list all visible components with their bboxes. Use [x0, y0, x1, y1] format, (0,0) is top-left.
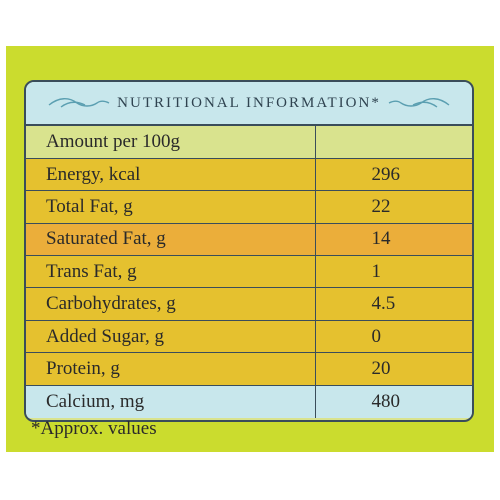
nutrient-label: Total Fat, g	[26, 190, 316, 224]
nutrient-value: 0	[315, 320, 472, 354]
nutrition-table: Amount per 100g Energy, kcal 296 Total Fat,…	[26, 126, 472, 418]
table-title: NUTRITIONAL INFORMATION*	[117, 94, 381, 111]
nutrient-value: 14	[315, 223, 472, 257]
nutrient-value	[315, 126, 472, 159]
nutrient-value: 22	[315, 190, 472, 224]
nutrient-value: 1	[315, 255, 472, 289]
nutrient-label: Amount per 100g	[26, 126, 316, 159]
nutrient-label: Saturated Fat, g	[26, 223, 316, 257]
nutrient-label: Protein, g	[26, 352, 316, 386]
nutrient-value: 480	[371, 390, 401, 412]
nutrient-label: Added Sugar, g	[26, 320, 316, 354]
nutrient-value: 296	[315, 158, 472, 192]
table-row: Total Fat, g 22	[26, 190, 472, 224]
nutrition-table-frame: NUTRITIONAL INFORMATION* Amount per 100g…	[24, 80, 474, 422]
nutrient-label: Carbohydrates, g	[26, 287, 316, 321]
table-row: Amount per 100g	[26, 126, 472, 159]
table-row: Calcium, mg 480	[26, 385, 472, 418]
table-row: Saturated Fat, g 14	[26, 223, 472, 257]
right-flourish-icon	[388, 98, 450, 108]
table-row: Protein, g 20	[26, 352, 472, 386]
footnote: *Approx. values	[31, 418, 157, 439]
nutrient-value: 4.5	[315, 287, 472, 321]
table-header: NUTRITIONAL INFORMATION*	[26, 82, 472, 126]
nutrient-label: Trans Fat, g	[26, 255, 316, 289]
nutrient-value: 20	[315, 352, 472, 386]
nutrient-label: Calcium, mg	[26, 385, 316, 418]
nutrition-label-panel: NUTRITIONAL INFORMATION* Amount per 100g…	[6, 46, 494, 452]
table-row: Energy, kcal 296	[26, 158, 472, 192]
left-flourish-icon	[48, 98, 110, 108]
nutrient-label: Energy, kcal	[26, 158, 316, 192]
table-row: Carbohydrates, g 4.5	[26, 287, 472, 321]
